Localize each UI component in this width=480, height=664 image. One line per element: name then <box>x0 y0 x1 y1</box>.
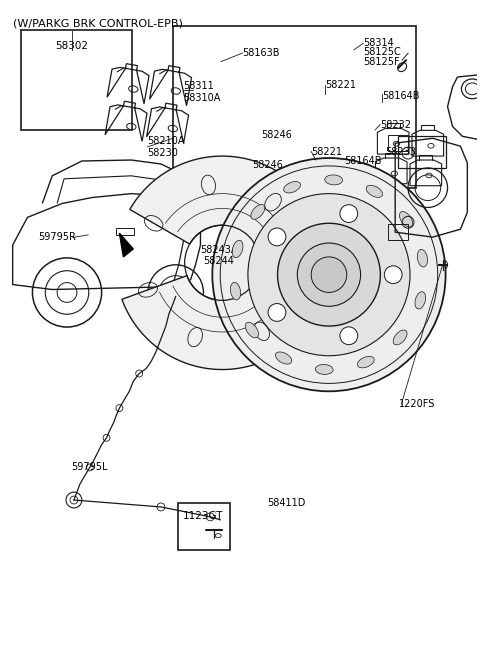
Polygon shape <box>120 233 133 257</box>
Text: 58246: 58246 <box>252 159 283 169</box>
Text: 58163B: 58163B <box>242 48 280 58</box>
Ellipse shape <box>245 322 258 338</box>
Text: 58311
58310A: 58311 58310A <box>183 81 220 103</box>
Text: 1220FS: 1220FS <box>399 399 435 409</box>
Text: (W/PARKG BRK CONTROL-EPB): (W/PARKG BRK CONTROL-EPB) <box>13 19 183 29</box>
Ellipse shape <box>315 365 333 374</box>
Ellipse shape <box>325 175 343 185</box>
Text: 58164B: 58164B <box>383 91 420 101</box>
Circle shape <box>268 228 286 246</box>
Text: 59795R: 59795R <box>38 232 76 242</box>
Circle shape <box>340 327 358 345</box>
Bar <box>21 30 132 130</box>
Circle shape <box>212 158 445 391</box>
Ellipse shape <box>417 250 428 267</box>
Ellipse shape <box>393 330 407 345</box>
Ellipse shape <box>230 282 240 300</box>
Text: 58164B: 58164B <box>344 156 382 167</box>
Text: 58221: 58221 <box>311 147 342 157</box>
Ellipse shape <box>399 212 413 227</box>
Ellipse shape <box>415 291 426 309</box>
Polygon shape <box>334 235 349 257</box>
Bar <box>179 503 229 550</box>
Text: 58411D: 58411D <box>267 498 306 508</box>
Text: 59795L: 59795L <box>72 461 108 471</box>
Text: 58246: 58246 <box>261 130 292 140</box>
Text: 58210A
58230: 58210A 58230 <box>147 136 185 158</box>
Bar <box>398 136 445 168</box>
Circle shape <box>248 194 410 356</box>
Circle shape <box>340 205 358 222</box>
Text: 58125C: 58125C <box>363 47 401 57</box>
Circle shape <box>297 243 360 306</box>
Text: 58221: 58221 <box>325 80 356 90</box>
Text: 1123GT: 1123GT <box>183 511 224 521</box>
Bar <box>189 193 196 198</box>
Circle shape <box>268 303 286 321</box>
Ellipse shape <box>358 357 374 368</box>
Text: 58302: 58302 <box>55 41 88 51</box>
Ellipse shape <box>284 181 300 193</box>
Text: 58243A
58244: 58243A 58244 <box>200 245 238 266</box>
Text: 58233: 58233 <box>384 147 416 157</box>
Bar <box>388 224 408 240</box>
Bar <box>117 228 134 235</box>
Circle shape <box>384 266 402 284</box>
Bar <box>173 26 416 188</box>
Text: 58125F: 58125F <box>363 56 400 66</box>
Text: 58232: 58232 <box>380 120 411 129</box>
Bar <box>388 135 408 151</box>
Text: 58314: 58314 <box>363 39 394 48</box>
Ellipse shape <box>251 205 265 219</box>
Polygon shape <box>122 156 329 370</box>
Ellipse shape <box>276 352 292 364</box>
Circle shape <box>311 257 347 292</box>
Ellipse shape <box>232 240 243 258</box>
Ellipse shape <box>366 185 383 197</box>
Circle shape <box>277 223 380 326</box>
